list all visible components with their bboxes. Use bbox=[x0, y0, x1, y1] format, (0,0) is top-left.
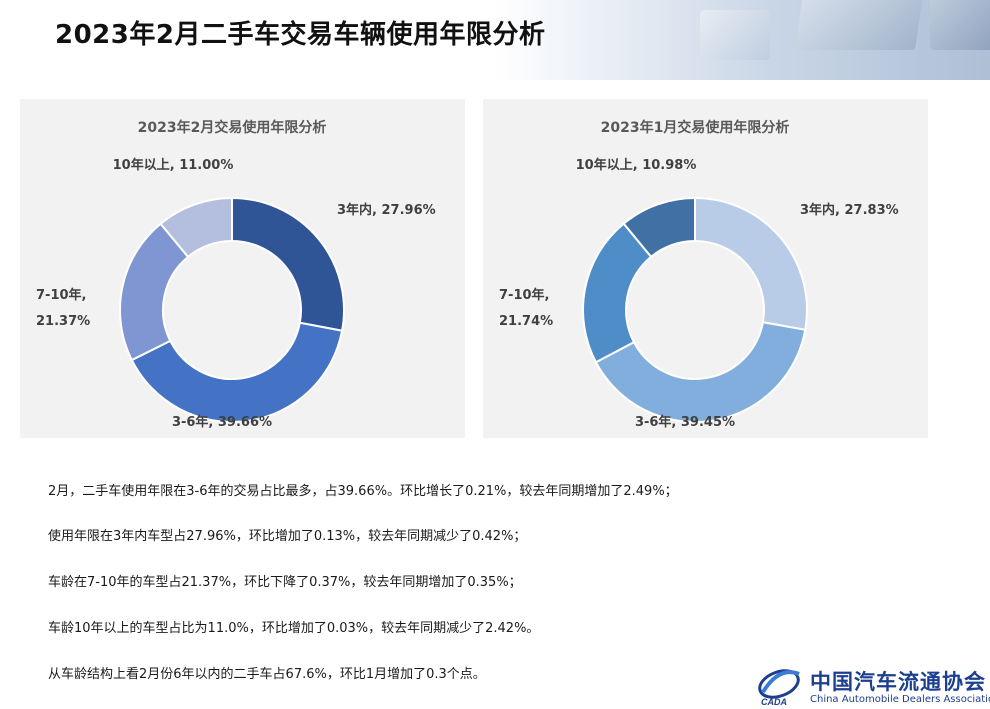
cada-logo: CADA 中国汽车流通协会 China Automobile Dealers A… bbox=[755, 662, 990, 707]
data-label: 3年内, 27.83% bbox=[800, 202, 899, 218]
donut-slice bbox=[694, 196, 808, 331]
banner-decoration bbox=[700, 10, 770, 60]
donut-chart-feb: 2023年2月交易使用年限分析 3年内, 27.96% 3-6年, 39.66% 7-… bbox=[36, 119, 436, 430]
donut-slice bbox=[594, 321, 807, 423]
donut-slice bbox=[130, 321, 344, 423]
chart-panel-feb: 2023年2月交易使用年限分析 3年内, 27.96% 3-6年, 39.66% 7-… bbox=[20, 99, 465, 438]
data-label: 3-6年, 39.66% bbox=[172, 414, 272, 430]
data-label: 21.37% bbox=[36, 314, 90, 329]
donut-slice bbox=[159, 196, 233, 259]
chart-panel-jan: 2023年1月交易使用年限分析 3年内, 27.83% 3-6年, 39.45% 7-… bbox=[483, 99, 928, 438]
banner-decoration bbox=[795, 0, 925, 50]
data-label: 7-10年, bbox=[36, 287, 86, 303]
data-label: 3-6年, 39.45% bbox=[635, 414, 735, 430]
header-banner: 2023年2月二手车交易车辆使用年限分析 bbox=[0, 0, 990, 80]
donut-slice bbox=[622, 196, 696, 259]
summary-line-1: 2月，二手车使用年限在3-6年的交易占比最多，占39.66%。环比增长了0.21… bbox=[48, 484, 678, 499]
data-label: 3年内, 27.96% bbox=[337, 202, 436, 218]
logo-mark-text: CADA bbox=[761, 697, 787, 707]
page-title: 2023年2月二手车交易车辆使用年限分析 bbox=[55, 20, 546, 50]
data-label: 10年以上, 10.98% bbox=[576, 157, 697, 173]
donut-slice bbox=[231, 196, 345, 332]
data-label: 7-10年, bbox=[499, 287, 549, 303]
summary-line-3: 车龄在7-10年的车型占21.37%，环比下降了0.37%，较去年同期增加了0.… bbox=[48, 575, 522, 590]
logo-name-cn: 中国汽车流通协会 bbox=[810, 669, 986, 694]
donut-chart-jan: 2023年1月交易使用年限分析 3年内, 27.83% 3-6年, 39.45% 7-… bbox=[499, 119, 899, 430]
banner-decoration bbox=[930, 0, 990, 50]
data-label: 10年以上, 11.00% bbox=[113, 157, 234, 173]
cada-logo-icon: CADA bbox=[758, 669, 800, 707]
chart-title: 2023年1月交易使用年限分析 bbox=[601, 119, 790, 136]
data-label: 21.74% bbox=[499, 314, 553, 329]
chart-title: 2023年2月交易使用年限分析 bbox=[138, 119, 327, 136]
logo-name-en: China Automobile Dealers Association bbox=[810, 694, 990, 705]
summary-line-5: 从车龄结构上看2月份6年以内的二手车占67.6%，环比1月增加了0.3个点。 bbox=[48, 667, 486, 682]
summary-line-2: 使用年限在3年内车型占27.96%，环比增加了0.13%，较去年同期减少了0.4… bbox=[48, 529, 527, 544]
summary-line-4: 车龄10年以上的车型占比为11.0%，环比增加了0.03%，较去年同期减少了2.… bbox=[48, 621, 540, 636]
